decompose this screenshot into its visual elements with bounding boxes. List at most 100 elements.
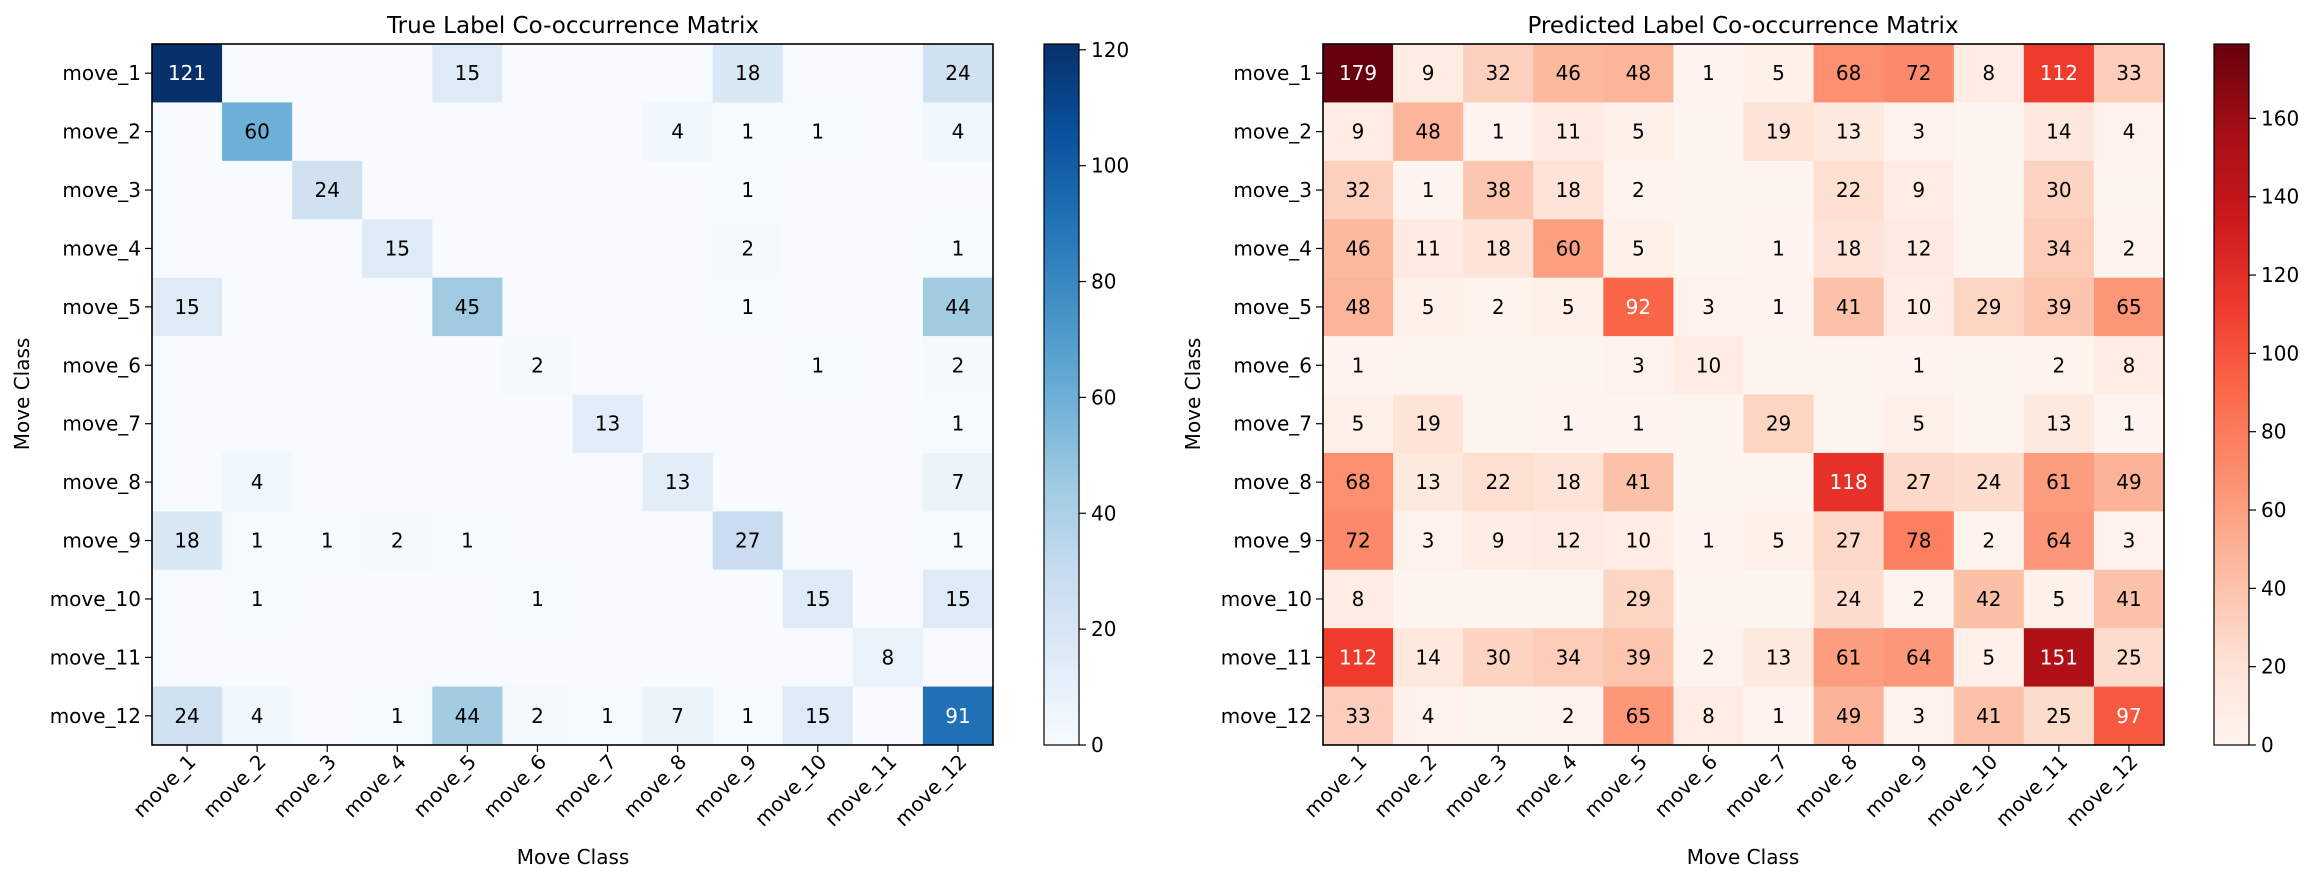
heatmap-cell: [292, 511, 363, 571]
heatmap-cell: [1813, 511, 1885, 571]
cell-value-label: 30: [2046, 178, 2071, 202]
cell-value-label: 9: [1352, 120, 1365, 144]
heatmap-cell: [1673, 452, 1744, 512]
heatmap-cell: [922, 44, 994, 103]
heatmap-cell: [1393, 336, 1464, 395]
heatmap-cell: [1533, 452, 1604, 512]
heatmap-cell: [1323, 686, 1394, 746]
heatmap-cell: [1883, 277, 1955, 337]
cell-value-label: 34: [2046, 236, 2071, 260]
cell-value-label: 1: [741, 295, 754, 319]
cell-value-label: 5: [1562, 295, 1575, 319]
cell-value-label: 60: [244, 120, 269, 144]
y-tick-label: move_12: [50, 704, 141, 728]
cell-value-label: 2: [391, 529, 404, 553]
heatmap-cell: [642, 686, 714, 746]
heatmap-cell: [292, 686, 363, 746]
x-tick-labels: move_1move_2move_3move_4move_5move_6move…: [128, 745, 971, 831]
cell-value-label: 19: [1766, 120, 1791, 144]
y-tick-label: move_4: [62, 236, 141, 260]
heatmap-cell: [1463, 44, 1534, 103]
heatmap-cell: [572, 511, 644, 571]
cell-value-label: 91: [945, 704, 970, 728]
heatmap-cell: [152, 277, 223, 337]
colorbar-tick-label: 120: [2261, 263, 2299, 287]
cell-value-label: 8: [1352, 587, 1365, 611]
heatmap-cell: [922, 219, 994, 279]
heatmap-cell: [362, 160, 433, 220]
heatmap-cell: [782, 219, 854, 279]
heatmap-cell: [712, 44, 784, 103]
heatmap-cell: [502, 44, 573, 103]
heatmap-cell: [1673, 102, 1744, 162]
heatmap-cell: [712, 102, 784, 162]
heatmap-cell: [152, 160, 223, 220]
heatmap-cell: [1883, 686, 1955, 746]
heatmap-cell: [1323, 394, 1394, 454]
cell-value-label: 4: [2123, 120, 2136, 144]
heatmap-cell: [502, 160, 573, 220]
heatmap-cell: [1323, 511, 1394, 571]
heatmap-cell: [1883, 219, 1955, 279]
heatmap-cell: [1673, 336, 1744, 395]
cell-value-label: 18: [174, 529, 199, 553]
colorbar-tick-label: 20: [2261, 655, 2286, 679]
cell-value-label: 39: [1626, 645, 1651, 669]
colorbar-tick-label: 60: [1091, 385, 1116, 409]
heatmap-cell: [292, 394, 363, 454]
y-tick-label: move_8: [62, 470, 141, 494]
heatmap-cell: [432, 686, 503, 746]
heatmap-cell: [292, 336, 363, 395]
cell-value-label: 13: [2046, 412, 2071, 436]
cell-value-label: 8: [1982, 61, 1995, 85]
cell-value-label: 19: [1415, 412, 1440, 436]
y-tick-label: move_3: [1233, 178, 1312, 202]
heatmap-cell: [572, 160, 644, 220]
heatmap-cell: [642, 452, 714, 512]
heatmap-cell: [782, 394, 854, 454]
x-axis-label: Move Class: [517, 845, 630, 869]
y-tick-label: move_6: [1233, 353, 1312, 377]
heatmap-cell: [1323, 219, 1394, 279]
cell-value-label: 2: [531, 353, 544, 377]
heatmap-cell: [222, 44, 293, 103]
cell-value-label: 1: [811, 120, 824, 144]
heatmap-cell: [572, 44, 644, 103]
cell-value-label: 27: [735, 529, 760, 553]
heatmap-cell: [362, 44, 433, 103]
cell-value-label: 1: [1632, 412, 1645, 436]
heatmap-cell: [852, 160, 924, 220]
heatmap-cell: [1743, 102, 1815, 162]
heatmap-cell: [502, 569, 573, 629]
heatmap-cell: [292, 219, 363, 279]
heatmap-cell: [1743, 336, 1815, 395]
heatmap-cell: [1463, 394, 1534, 454]
heatmap-cell: [1883, 102, 1955, 162]
heatmap-cell: [1673, 511, 1744, 571]
heatmap-cell: [502, 511, 573, 571]
cell-value-label: 1: [251, 587, 264, 611]
heatmap-cell: [642, 394, 714, 454]
heatmap-cell: [1673, 160, 1744, 220]
cell-value-label: 13: [665, 470, 690, 494]
cell-value-label: 2: [741, 236, 754, 260]
cell-value-label: 44: [455, 704, 480, 728]
heatmap-cell: [1743, 160, 1815, 220]
heatmap-cell: [1603, 511, 1674, 571]
heatmap-cell: [922, 628, 994, 688]
cell-value-label: 5: [1422, 295, 1435, 319]
cell-value-label: 112: [2040, 61, 2078, 85]
heatmap-cell: [362, 102, 433, 162]
cell-value-label: 11: [1556, 120, 1581, 144]
cell-value-label: 1: [741, 704, 754, 728]
colorbar-tick-label: 100: [1091, 154, 1129, 178]
cell-value-label: 68: [1345, 470, 1370, 494]
cell-value-label: 64: [1906, 645, 1931, 669]
x-tick-label: move_12: [2061, 750, 2143, 832]
cell-value-label: 2: [1912, 587, 1925, 611]
cell-value-label: 1: [952, 236, 965, 260]
heatmap-cell: [712, 394, 784, 454]
heatmap-cell: [1743, 511, 1815, 571]
cell-value-label: 72: [1345, 529, 1370, 553]
cell-value-label: 18: [1556, 470, 1581, 494]
